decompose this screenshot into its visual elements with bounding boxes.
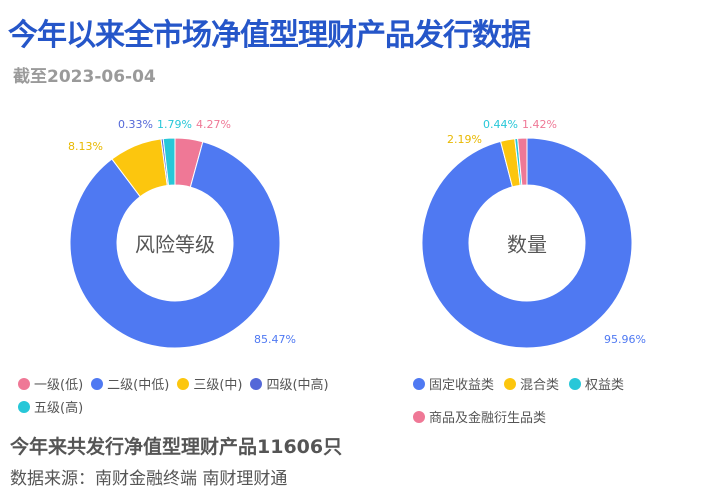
data-label: 2.19%	[447, 133, 482, 146]
summary-text: 今年来共发行净值型理财产品11606只	[10, 436, 343, 458]
legend-label: 固定收益类	[429, 378, 495, 393]
page-title: 今年以来全市场净值型理财产品发行数据	[8, 18, 531, 53]
data-label: 8.13%	[68, 140, 103, 153]
legend-dot-icon	[177, 377, 190, 390]
legend-label: 四级(中高)	[266, 378, 329, 393]
legend-item[interactable]: 固定收益类	[413, 374, 494, 393]
legend-label: 混合类	[520, 378, 560, 393]
legend-item[interactable]: 权益类	[569, 374, 624, 393]
legend-dot-icon	[504, 377, 517, 390]
data-label: 95.96%	[604, 333, 646, 346]
data-label: 1.42%	[522, 118, 557, 131]
legend-label: 商品及金融衍生品类	[429, 411, 547, 426]
legend-2: 固定收益类 混合类 权益类 商品及金融衍生品类	[413, 374, 683, 426]
donut-slice-商品及金融衍生品类	[517, 137, 528, 186]
donut-slice-五级(高)	[162, 137, 176, 186]
legend-item[interactable]: 混合类	[504, 374, 559, 393]
legend-dot-icon	[413, 377, 425, 390]
legend-label: 三级(中)	[193, 378, 243, 393]
legend-label: 权益类	[585, 378, 625, 393]
legend-dot-icon	[569, 377, 582, 390]
chart-1-center-title: 风险等级	[135, 232, 215, 257]
legend-item[interactable]: 四级(中高)	[250, 374, 329, 393]
legend-item[interactable]: 一级(低)	[18, 374, 83, 393]
legend-item[interactable]: 商品及金融衍生品类	[413, 407, 546, 426]
legend-label: 五级(高)	[34, 401, 84, 416]
legend-dot-icon	[250, 377, 263, 390]
legend-item[interactable]: 三级(中)	[177, 374, 242, 393]
legend-dot-icon	[91, 377, 104, 390]
data-label: 0.33%	[118, 118, 153, 131]
legend-label: 一级(低)	[34, 378, 84, 393]
legend-dot-icon	[18, 400, 30, 413]
source-text: 数据来源：南财金融终端 南财理财通	[10, 469, 288, 489]
data-label: 0.44%	[483, 118, 518, 131]
legend-item[interactable]: 二级(中低)	[91, 374, 169, 393]
donut-slice-固定收益类	[421, 137, 633, 349]
data-label: 85.47%	[254, 333, 296, 346]
data-label: 1.79%	[157, 118, 192, 131]
legend-item[interactable]: 五级(高)	[18, 397, 83, 416]
legend-dot-icon	[18, 377, 30, 390]
donut-slice-二级(中低)	[69, 141, 281, 349]
chart-2-center-title: 数量	[507, 232, 547, 257]
data-label: 4.27%	[196, 118, 231, 131]
legend-dot-icon	[413, 410, 425, 423]
legend-1: 一级(低) 二级(中低) 三级(中) 四级(中高) 五级(高)	[18, 374, 358, 416]
legend-label: 二级(中低)	[107, 378, 170, 393]
date-subtitle: 截至2023-06-04	[13, 67, 156, 87]
